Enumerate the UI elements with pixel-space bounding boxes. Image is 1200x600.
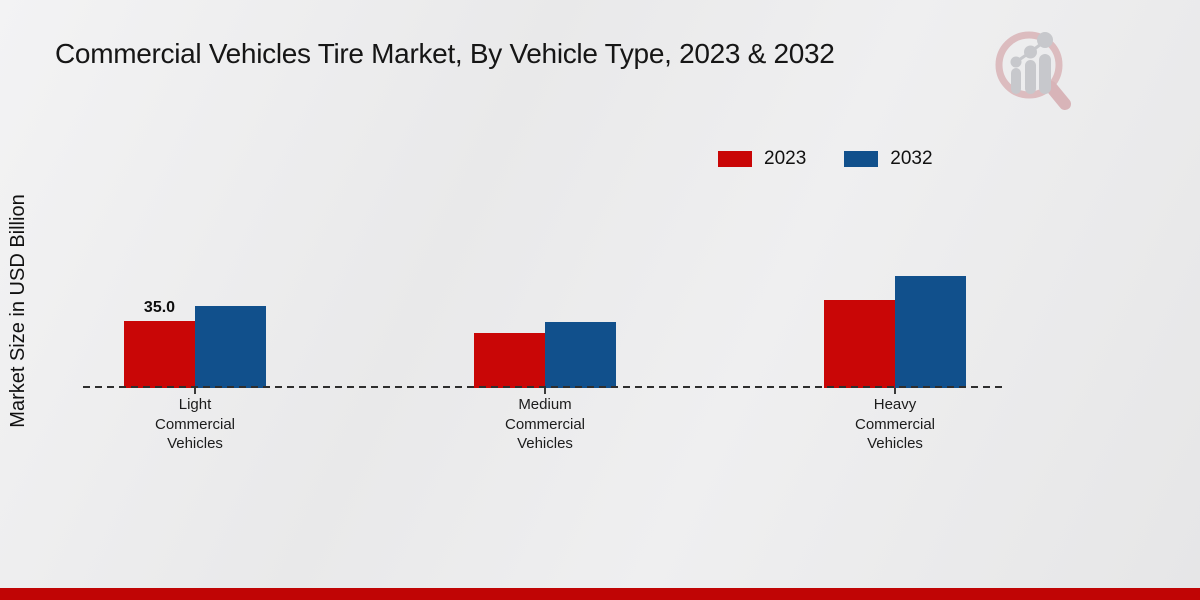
x-axis-tick — [894, 388, 896, 394]
category-label: Medium Commercial Vehicles — [504, 396, 585, 452]
legend: 2023 2032 — [718, 148, 933, 170]
legend-item-2032: 2032 — [844, 148, 933, 170]
bar-2032-medium-commercial-vehicles — [545, 322, 616, 388]
magnifier-growth-chart-logo — [995, 31, 1071, 110]
footer-red-strip — [0, 588, 1200, 600]
logo-bar-medium — [1025, 60, 1036, 94]
legend-label-2032: 2032 — [890, 148, 933, 169]
magnifier-ring — [995, 31, 1063, 99]
legend-label-2023: 2023 — [764, 148, 807, 169]
bar-2023-medium-commercial-vehicles — [474, 333, 545, 388]
logo-trend-dot-3 — [1037, 32, 1053, 48]
logo-trend-dot-1 — [1010, 56, 1022, 68]
chart-title: Commercial Vehicles Tire Market, By Vehi… — [55, 38, 835, 69]
logo-bar-small — [1011, 68, 1021, 94]
magnifier-handle — [1045, 81, 1071, 110]
x-axis-tick — [194, 388, 196, 394]
category-label: Light Commercial Vehicles — [154, 396, 235, 452]
bar-2023-heavy-commercial-vehicles — [824, 300, 895, 388]
legend-swatch-2032 — [844, 151, 879, 167]
bar-2032-heavy-commercial-vehicles — [895, 276, 966, 388]
bar-2023-light-commercial-vehicles — [124, 321, 195, 388]
legend-item-2023: 2023 — [718, 148, 806, 170]
logo-bar-large — [1039, 54, 1051, 94]
bar-2032-light-commercial-vehicles — [195, 306, 266, 388]
legend-swatch-2023 — [718, 151, 752, 167]
x-axis-tick — [544, 388, 546, 394]
bar-value-label: 35.0 — [143, 299, 176, 316]
category-label: Heavy Commercial Vehicles — [854, 396, 935, 452]
x-axis-baseline — [83, 386, 1007, 388]
logo-trend-dot-2 — [1024, 45, 1037, 59]
